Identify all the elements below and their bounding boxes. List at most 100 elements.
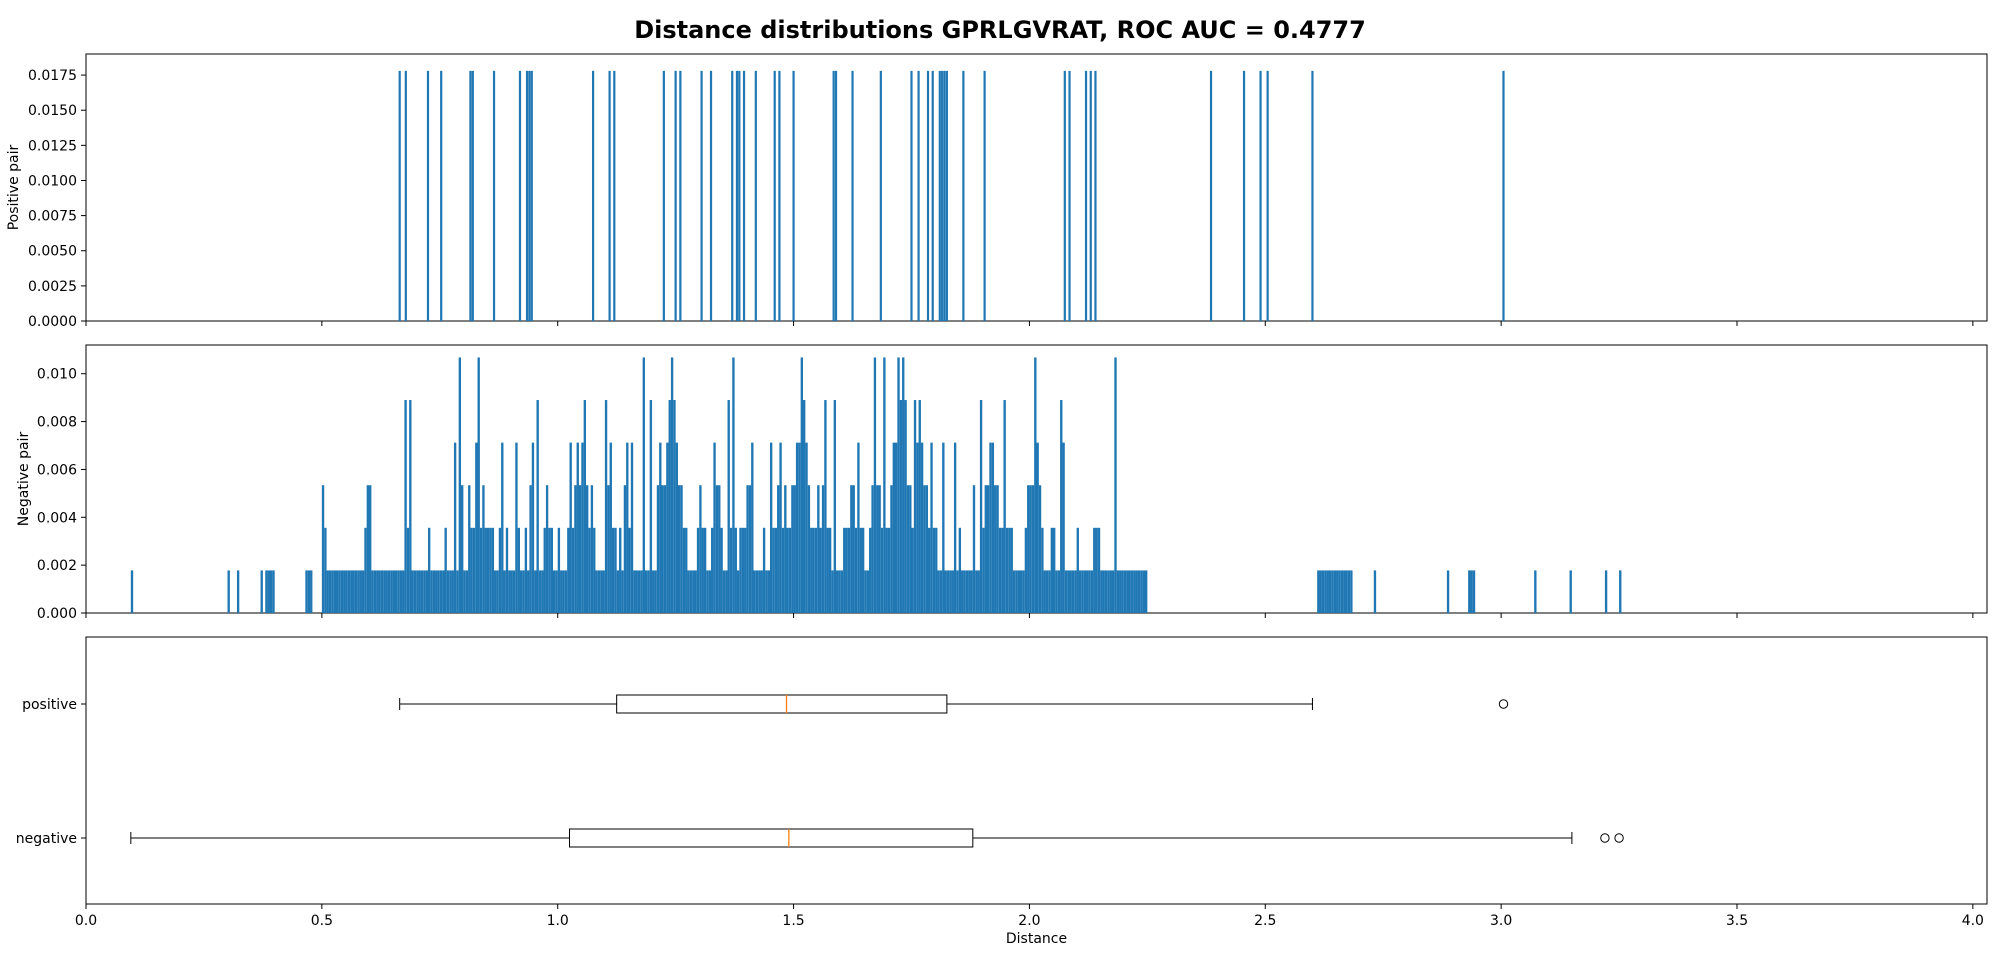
histogram-bar: [798, 442, 801, 613]
histogram-bar: [736, 570, 740, 613]
histogram-bar: [449, 570, 452, 613]
histogram-bar: [399, 570, 403, 613]
histogram-bar: [1326, 570, 1329, 613]
histogram-bar: [1038, 485, 1042, 613]
histogram-bar: [1043, 570, 1046, 613]
y-tick-label: 0.0125: [28, 138, 77, 154]
histogram-bar: [876, 485, 879, 613]
histogram-bar: [1067, 570, 1070, 613]
negative-pair-x-ticks: [85, 613, 1974, 618]
histogram-bar: [909, 485, 912, 613]
y-tick-label: 0.0175: [28, 68, 77, 84]
histogram-bar: [1114, 357, 1117, 613]
histogram-bar: [663, 485, 667, 613]
histogram-bar: [897, 357, 900, 613]
histogram-bar: [930, 442, 933, 613]
histogram-bar: [569, 442, 572, 613]
histogram-bar: [637, 570, 641, 613]
histogram-bar: [1311, 70, 1314, 321]
histogram-bar: [850, 485, 853, 613]
histogram-bar: [659, 442, 662, 613]
histogram-bar: [831, 570, 834, 613]
histogram-bar: [498, 527, 502, 613]
histogram-bar: [1093, 527, 1096, 613]
histogram-bar: [668, 400, 671, 613]
histogram-bar: [687, 570, 690, 613]
histogram-bar: [1034, 357, 1037, 613]
histogram-bar: [689, 570, 693, 613]
histogram-bar: [390, 570, 393, 613]
histogram-bar: [941, 70, 944, 321]
histogram-bar: [359, 570, 362, 613]
histogram-bar: [977, 570, 980, 613]
histogram-bar: [465, 570, 469, 613]
histogram-bar: [845, 527, 848, 613]
histogram-bar: [869, 527, 872, 613]
histogram-bar: [444, 527, 447, 613]
histogram-bar: [614, 527, 617, 613]
histogram-bar: [878, 485, 881, 613]
histogram-bar: [931, 70, 934, 321]
histogram-bar: [943, 70, 946, 321]
histogram-bar: [1053, 527, 1056, 613]
histogram-bar: [851, 70, 854, 321]
histogram-bar: [843, 527, 846, 613]
histogram-bar: [731, 70, 734, 321]
histogram-bar: [923, 485, 926, 613]
histogram-bar: [854, 527, 858, 613]
histogram-bar: [911, 527, 914, 613]
histogram-bar: [484, 527, 487, 613]
histogram-bar: [1060, 400, 1063, 613]
histogram-bar: [472, 527, 476, 613]
histogram-bar: [595, 570, 598, 613]
boxplot-boxes: [130, 694, 1624, 848]
histogram-bar: [1045, 570, 1049, 613]
negative-pair-y-ticks: 0.000 0.002 0.004 0.006 0.008 0.010: [37, 367, 86, 622]
histogram-bar: [1024, 527, 1028, 613]
outlier-negative: [1614, 833, 1624, 843]
histogram-bar: [1048, 570, 1051, 613]
histogram-bar: [866, 570, 870, 613]
histogram-bar: [748, 485, 752, 613]
histogram-bar: [642, 357, 645, 613]
histogram-bar: [491, 527, 495, 613]
histogram-bar: [1084, 70, 1088, 321]
histogram-bar: [996, 485, 999, 613]
histogram-bar: [949, 570, 952, 613]
box-positive: [616, 694, 948, 714]
histogram-bar: [814, 527, 818, 613]
histogram-bar: [545, 485, 549, 613]
histogram-bar: [892, 442, 895, 613]
histogram-bar: [571, 527, 575, 613]
histogram-bar: [779, 442, 782, 613]
histogram-bar: [713, 442, 716, 613]
histogram-bar: [956, 570, 959, 613]
histogram-bar: [1069, 570, 1072, 613]
histogram-bar: [942, 442, 945, 613]
histogram-bar: [411, 570, 414, 613]
chart-title: Distance distributions GPRLGVRAT, ROC AU…: [634, 16, 1366, 44]
y-tick-label: 0.002: [37, 558, 77, 574]
histogram-bar: [525, 70, 529, 321]
histogram-bar: [536, 400, 539, 613]
histogram-bar: [805, 442, 808, 613]
histogram-bar: [953, 442, 957, 613]
histogram-bar: [576, 442, 579, 613]
histogram-bar: [470, 527, 473, 613]
histogram-bar: [946, 570, 950, 613]
histogram-bar: [852, 485, 855, 613]
histogram-bar: [1088, 570, 1091, 613]
histogram-bar: [338, 570, 341, 613]
histogram-bar: [758, 570, 761, 613]
histogram-bar: [968, 570, 971, 613]
histogram-bar: [352, 570, 355, 613]
histogram-bar: [694, 570, 697, 613]
histogram-bar: [701, 527, 704, 613]
histogram-bar: [984, 485, 987, 613]
histogram-bar: [515, 442, 518, 613]
histogram-bar: [371, 570, 374, 613]
histogram-bar: [871, 485, 874, 613]
histogram-bar: [680, 485, 683, 613]
histogram-bar: [1062, 442, 1065, 613]
histogram-bar: [791, 485, 794, 613]
